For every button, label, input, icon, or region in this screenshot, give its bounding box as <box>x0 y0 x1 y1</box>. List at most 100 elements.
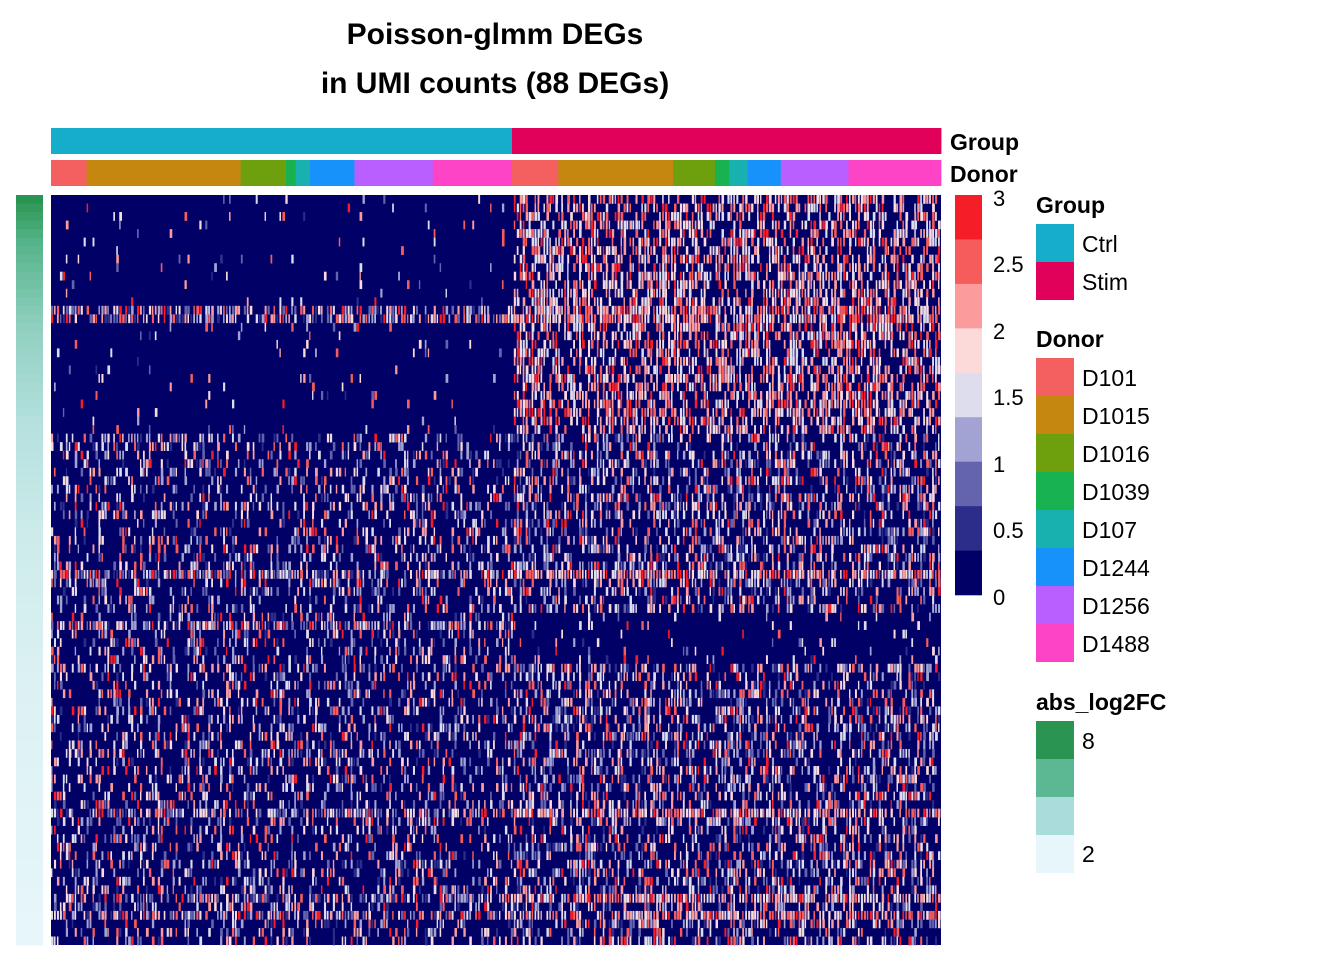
heatmap-cell <box>107 442 110 451</box>
heatmap-cell <box>460 450 463 460</box>
heatmap-cell <box>356 459 359 469</box>
heatmap-cell <box>789 322 792 332</box>
heatmap-cell <box>587 305 591 315</box>
heatmap-cell <box>552 220 555 230</box>
heatmap-cell <box>487 501 490 511</box>
heatmap-cell <box>760 220 763 230</box>
heatmap-cell <box>920 552 922 562</box>
heatmap-cell <box>395 314 398 324</box>
heatmap-cell <box>540 373 543 383</box>
heatmap-cell <box>682 527 685 537</box>
heatmap-cell <box>854 476 857 486</box>
heatmap-cell <box>427 348 430 358</box>
heatmap-cell <box>172 535 176 545</box>
heatmap-cell <box>715 382 718 392</box>
heatmap-cell <box>801 348 804 358</box>
abs-log2fc-row-cell <box>16 731 43 741</box>
heatmap-cell <box>596 212 600 221</box>
heatmap-cell <box>849 339 852 349</box>
heatmap-cell <box>531 322 535 332</box>
heatmap-cell <box>389 433 392 443</box>
heatmap-cell <box>347 442 350 451</box>
heatmap-cell <box>623 373 627 383</box>
heatmap-cell <box>760 356 762 366</box>
heatmap-cell <box>932 220 935 230</box>
heatmap-cell <box>223 467 226 477</box>
heatmap-cell <box>163 510 166 520</box>
heatmap-cell <box>273 305 275 315</box>
heatmap-cell <box>674 331 677 341</box>
heatmap-cell <box>843 339 845 349</box>
heatmap-cell <box>751 280 754 290</box>
heatmap-cell <box>644 391 647 400</box>
heatmap-cell <box>332 501 336 511</box>
heatmap-cell <box>763 229 766 238</box>
heatmap-cell <box>98 467 101 477</box>
heatmap-cell <box>828 212 831 221</box>
heatmap-cell <box>374 391 378 400</box>
heatmap-cell <box>549 493 552 503</box>
heatmap-cell <box>887 246 890 255</box>
heatmap-cell <box>392 314 395 324</box>
heatmap-cell <box>857 203 861 213</box>
heatmap-cell <box>555 314 558 324</box>
heatmap-cell <box>392 305 395 315</box>
heatmap-cell <box>457 518 459 528</box>
heatmap-cell <box>926 484 929 494</box>
heatmap-cell <box>688 450 692 460</box>
heatmap-cell <box>56 433 59 443</box>
heatmap-cell <box>558 212 560 221</box>
heatmap-cell <box>579 246 582 255</box>
heatmap-cell <box>774 484 778 494</box>
heatmap-cell <box>602 322 605 332</box>
heatmap-cell <box>374 535 377 545</box>
heatmap-cell <box>306 339 309 349</box>
heatmap-cell <box>270 544 273 554</box>
heatmap-cell <box>893 288 896 298</box>
heatmap-cell <box>849 356 851 366</box>
heatmap-cell <box>878 237 881 247</box>
heatmap-cell <box>804 203 807 213</box>
heatmap-cell <box>246 305 249 315</box>
heatmap-cell <box>51 442 54 451</box>
heatmap-cell <box>760 408 762 417</box>
heatmap-cell <box>196 561 199 571</box>
heatmap-cell <box>854 237 857 247</box>
heatmap-cell <box>825 195 828 204</box>
heatmap-cell <box>427 501 431 511</box>
heatmap-cell <box>582 535 585 545</box>
heatmap-cell <box>682 339 686 349</box>
heatmap-cell <box>341 314 344 324</box>
heatmap-cell <box>703 450 706 460</box>
heatmap-cell <box>451 535 454 545</box>
heatmap-cell <box>596 263 600 272</box>
heatmap-cell <box>736 297 739 307</box>
heatmap-cell <box>543 544 546 554</box>
heatmap-cell <box>433 552 436 562</box>
heatmap-cell <box>626 339 629 349</box>
heatmap-cell <box>570 552 572 562</box>
heatmap-cell <box>834 433 837 443</box>
heatmap-cell <box>727 322 731 332</box>
heatmap-cell <box>730 518 734 528</box>
heatmap-cell <box>662 391 665 400</box>
heatmap-cell <box>733 280 736 290</box>
heatmap-cell <box>415 501 419 511</box>
heatmap-cell <box>902 408 905 417</box>
heatmap-cell <box>365 501 369 511</box>
heatmap-cell <box>579 203 581 213</box>
heatmap-cell <box>528 348 531 358</box>
heatmap-cell <box>187 314 190 324</box>
heatmap-cell <box>679 220 682 230</box>
heatmap-cell <box>51 484 53 494</box>
heatmap-cell <box>807 450 811 460</box>
heatmap-cell <box>614 391 617 400</box>
heatmap-cell <box>522 356 525 366</box>
heatmap-cell <box>611 229 615 238</box>
heatmap-cell <box>89 271 91 281</box>
heatmap-cell <box>65 442 68 451</box>
heatmap-cell <box>267 501 270 511</box>
heatmap-cell <box>917 391 920 400</box>
heatmap-cell <box>727 348 729 358</box>
heatmap-cell <box>279 305 282 315</box>
